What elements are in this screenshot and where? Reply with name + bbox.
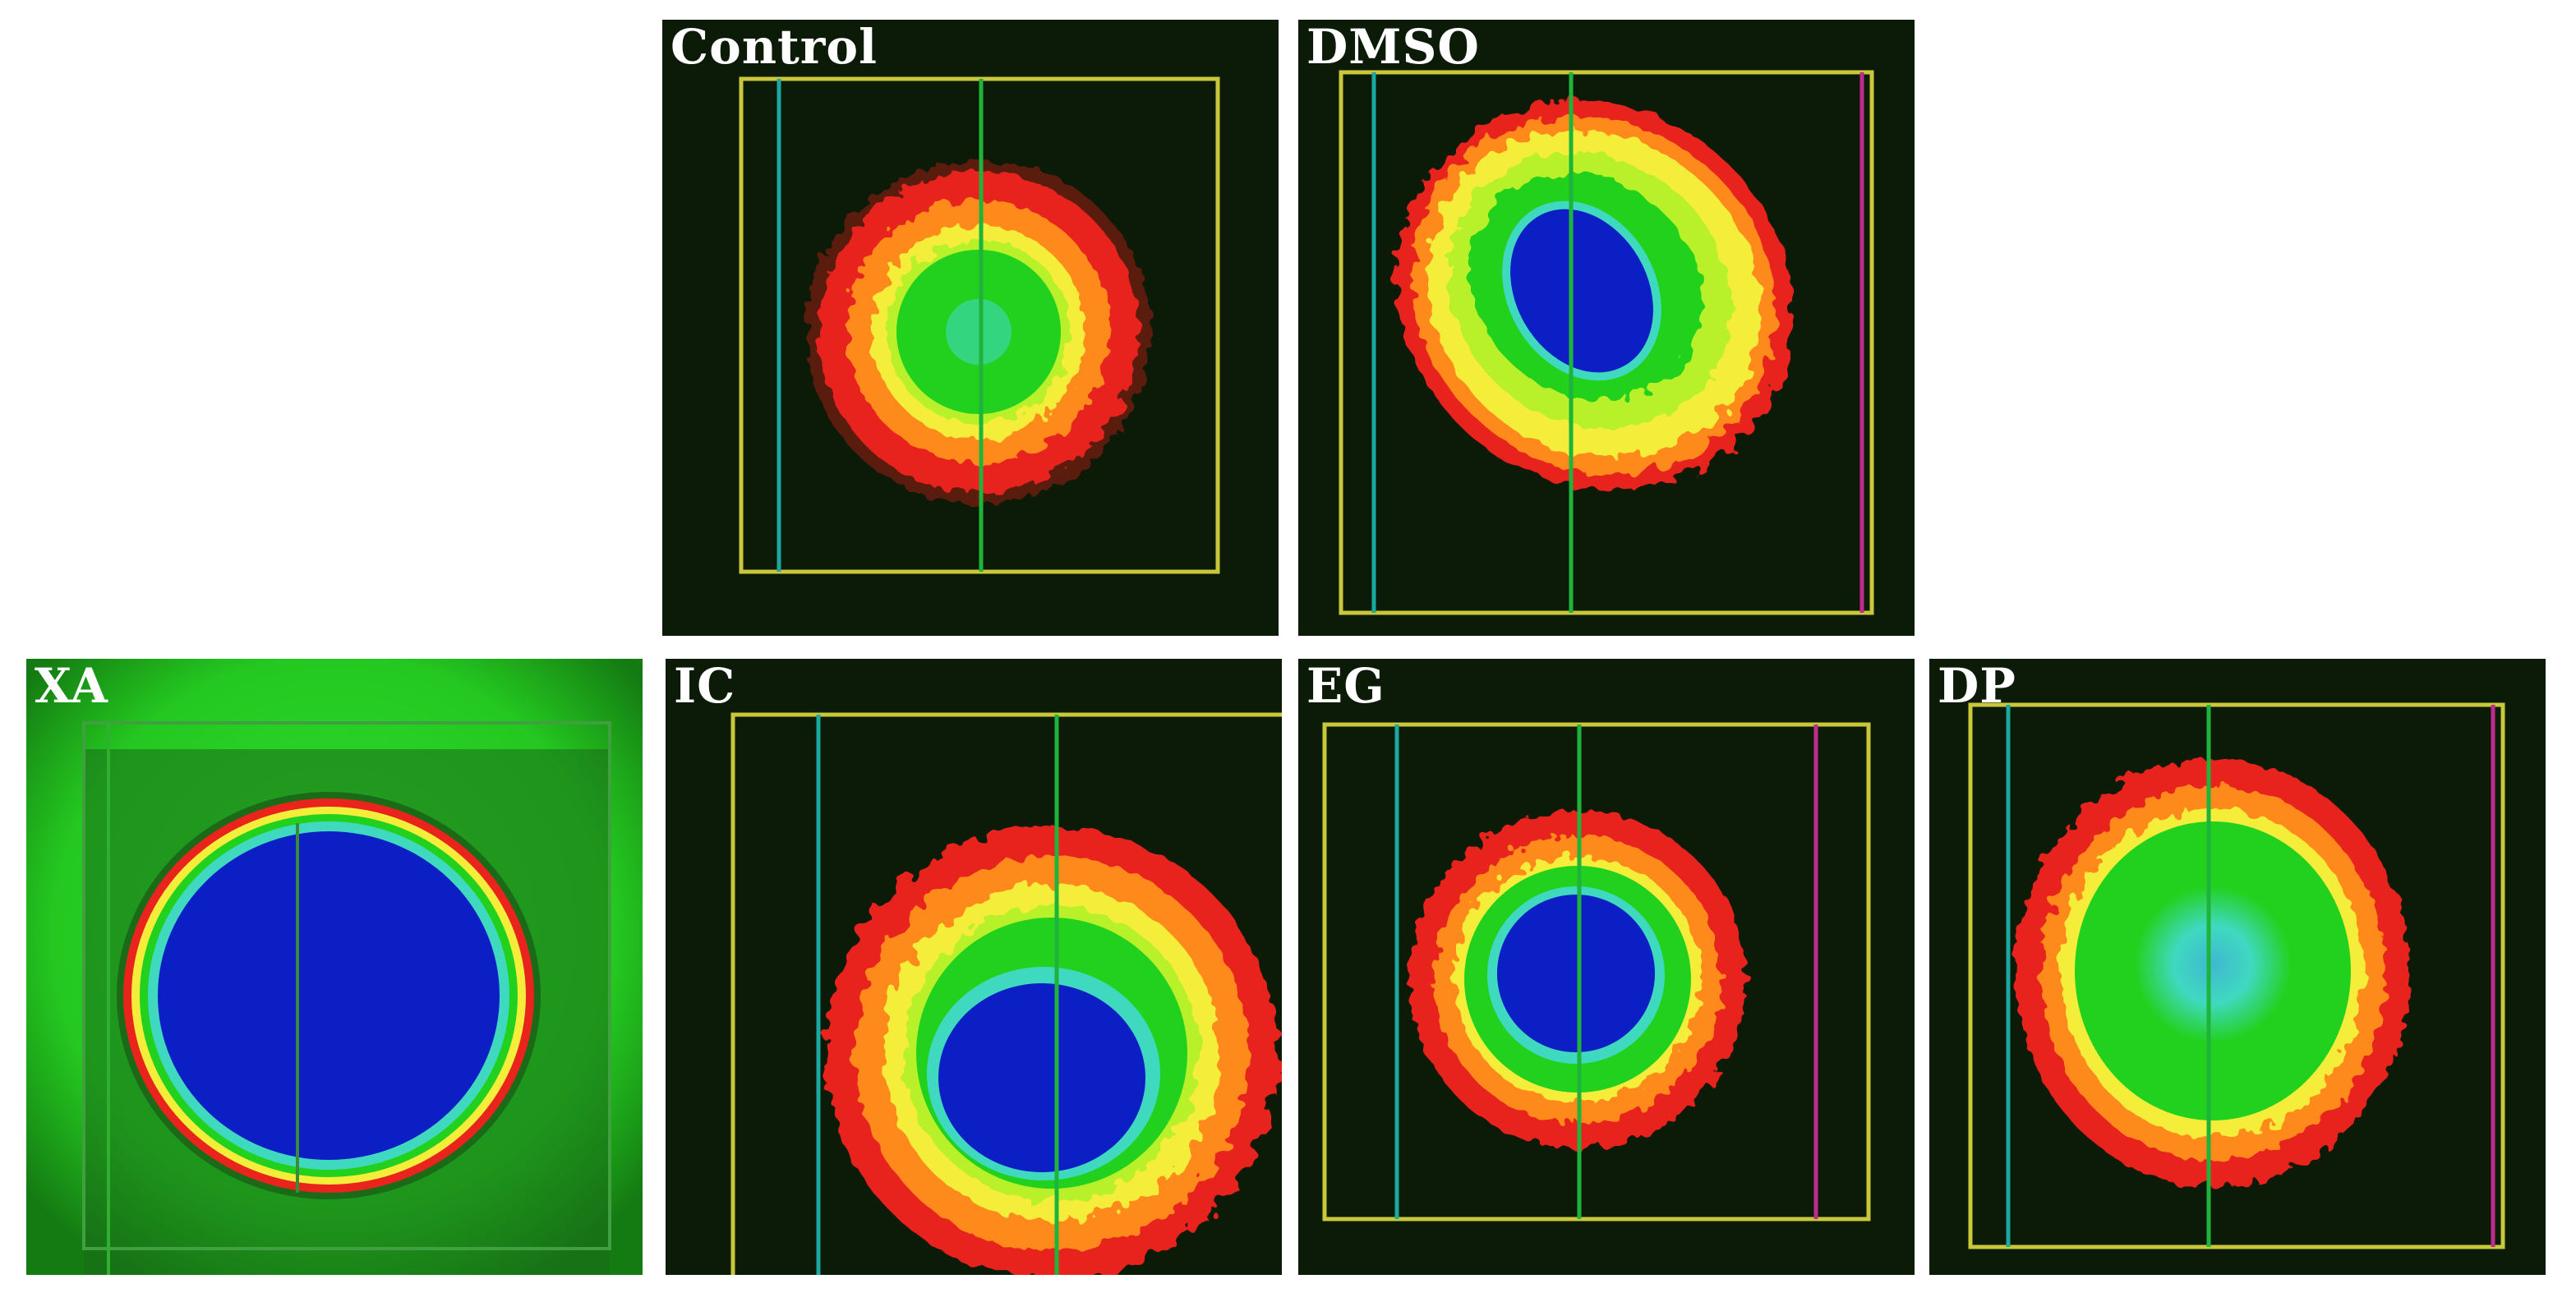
panel-label: IC bbox=[674, 659, 736, 714]
thermal-image-xa bbox=[26, 659, 643, 1275]
thermal-image-ic bbox=[666, 659, 1282, 1275]
thermal-image-dmso bbox=[1298, 20, 1915, 636]
panel-eg: EG bbox=[1298, 659, 1915, 1275]
thermal-image-eg bbox=[1298, 659, 1915, 1275]
thermal-image-control bbox=[662, 20, 1279, 636]
thermal-image-dp bbox=[1929, 659, 2546, 1275]
panel-label: EG bbox=[1306, 659, 1385, 714]
panel-xa: XA bbox=[26, 659, 643, 1275]
panel-dmso: DMSO bbox=[1298, 20, 1915, 636]
panel-label: XA bbox=[35, 659, 108, 714]
panel-ic: IC bbox=[666, 659, 1282, 1275]
panel-dp: DP bbox=[1929, 659, 2546, 1275]
panel-control: Control bbox=[662, 20, 1279, 636]
panel-label: DP bbox=[1938, 659, 2016, 714]
panel-label: DMSO bbox=[1306, 20, 1480, 75]
panel-label: Control bbox=[670, 20, 878, 75]
